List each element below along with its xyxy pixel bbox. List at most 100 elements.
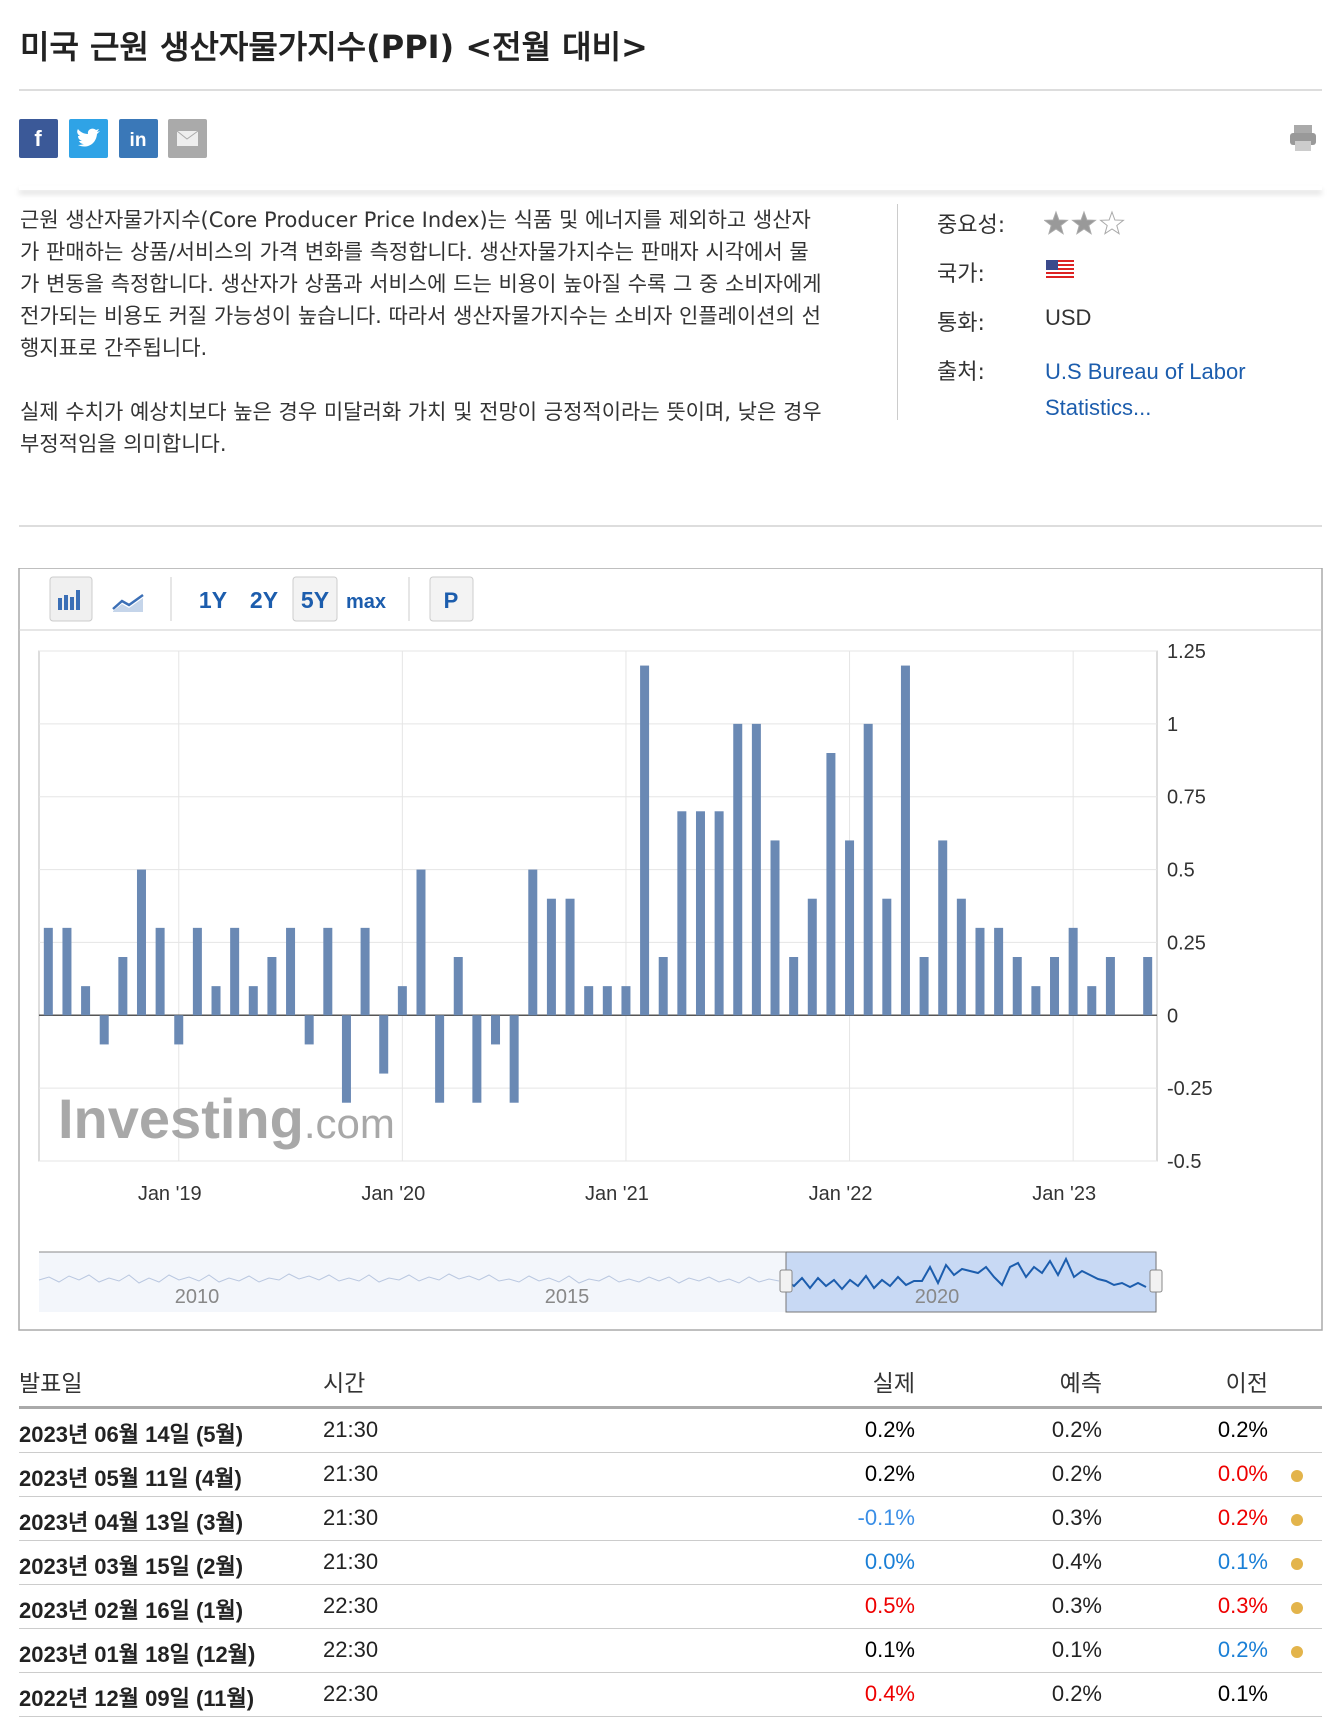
bar[interactable] [1087, 986, 1097, 1016]
facebook-button[interactable]: f [19, 119, 58, 158]
x-tick-label: Jan '21 [585, 1183, 649, 1205]
bar[interactable] [360, 927, 370, 1016]
watermark: Investing.com [58, 1087, 395, 1150]
bar[interactable] [528, 869, 538, 1016]
range-button[interactable]: 5Y [301, 587, 329, 613]
bar[interactable] [975, 927, 985, 1016]
bar[interactable] [1143, 957, 1153, 1016]
bar[interactable] [845, 840, 855, 1016]
watermark-suffix: .com [304, 1100, 395, 1147]
bar[interactable] [900, 665, 910, 1016]
revised-dot[interactable] [1291, 1470, 1303, 1482]
bar[interactable] [584, 986, 594, 1016]
bar[interactable] [826, 753, 836, 1016]
bar[interactable] [435, 1015, 445, 1103]
bar[interactable] [192, 927, 202, 1016]
revised-dot[interactable] [1291, 1602, 1303, 1614]
bar[interactable] [509, 1015, 519, 1103]
svg-text:in: in [130, 130, 147, 151]
navigator-selection[interactable] [785, 1251, 1157, 1313]
bar[interactable] [770, 840, 780, 1016]
bar[interactable] [43, 927, 53, 1016]
previous: 0.1% [1217, 1549, 1268, 1574]
bar[interactable] [99, 1015, 109, 1045]
email-button[interactable] [168, 119, 207, 158]
bar[interactable] [472, 1015, 482, 1103]
linkedin-button[interactable]: in [119, 119, 158, 158]
bar[interactable] [267, 957, 277, 1016]
bar[interactable] [658, 957, 668, 1016]
revised-dot[interactable] [1291, 1514, 1303, 1526]
navigator-line [38, 1273, 780, 1284]
bar-type-button[interactable] [49, 576, 93, 622]
bar[interactable] [397, 986, 407, 1016]
bar[interactable] [81, 986, 91, 1016]
actual: 0.4% [864, 1681, 915, 1706]
previous: 0.0% [1217, 1461, 1268, 1486]
bar[interactable] [602, 986, 612, 1016]
forecast: 0.2% [1051, 1417, 1102, 1442]
bar[interactable] [695, 811, 705, 1016]
p-button-frame[interactable] [429, 576, 474, 622]
bar[interactable] [621, 986, 631, 1016]
bar[interactable] [491, 1015, 501, 1045]
bar[interactable] [919, 957, 929, 1016]
release-time: 21:30 [323, 1549, 379, 1574]
bar[interactable] [1105, 957, 1115, 1016]
bar[interactable] [714, 811, 724, 1016]
bar[interactable] [565, 898, 575, 1016]
bar[interactable] [751, 723, 761, 1016]
bar[interactable] [863, 723, 873, 1016]
revised-dot[interactable] [1291, 1558, 1303, 1570]
bar[interactable] [453, 957, 463, 1016]
bar[interactable] [882, 898, 892, 1016]
bar[interactable] [994, 927, 1004, 1016]
bar[interactable] [1031, 986, 1041, 1016]
table-header: 시간 [323, 1371, 366, 1397]
range-button-frame[interactable] [292, 576, 338, 622]
navigator-handle[interactable] [1149, 1269, 1163, 1293]
bar[interactable] [136, 869, 146, 1016]
release-time: 22:30 [323, 1681, 379, 1706]
bar[interactable] [640, 665, 650, 1016]
bar[interactable] [286, 927, 296, 1016]
bar[interactable] [379, 1015, 389, 1074]
bar[interactable] [248, 986, 258, 1016]
bar[interactable] [938, 840, 948, 1016]
bar[interactable] [546, 898, 556, 1016]
bar[interactable] [416, 869, 426, 1016]
bar[interactable] [304, 1015, 314, 1045]
bar[interactable] [323, 927, 333, 1016]
previous: 0.3% [1217, 1593, 1268, 1618]
y-tick-label: 0 [1167, 1005, 1178, 1027]
source-link[interactable]: U.S Bureau of Labor Statistics... [1045, 359, 1246, 420]
bar[interactable] [118, 957, 128, 1016]
range-button[interactable]: 2Y [250, 587, 278, 613]
bar[interactable] [807, 898, 817, 1016]
range-button[interactable]: 1Y [199, 587, 227, 613]
bar[interactable] [174, 1015, 184, 1045]
bar[interactable] [677, 811, 687, 1016]
navigator-handle[interactable] [779, 1269, 793, 1293]
bar[interactable] [956, 898, 966, 1016]
bar[interactable] [211, 986, 221, 1016]
bar[interactable] [1012, 957, 1022, 1016]
bar[interactable] [341, 1015, 351, 1103]
row-rule [19, 1628, 1322, 1629]
range-button[interactable]: max [346, 591, 386, 613]
print-button[interactable] [1288, 123, 1318, 153]
line-type-button[interactable] [112, 593, 144, 612]
bar[interactable] [230, 927, 240, 1016]
info-label: 국가: [937, 262, 985, 287]
x-tick-label: Jan '20 [361, 1183, 425, 1205]
bar[interactable] [733, 723, 743, 1016]
bar[interactable] [155, 927, 165, 1016]
bar[interactable] [62, 927, 72, 1016]
revised-dot[interactable] [1291, 1646, 1303, 1658]
twitter-button[interactable] [69, 119, 108, 158]
bar[interactable] [1068, 927, 1078, 1016]
bar[interactable] [1050, 957, 1060, 1016]
p-button[interactable]: P [444, 588, 459, 613]
info-label: 통화: [937, 311, 985, 336]
bar[interactable] [789, 957, 799, 1016]
